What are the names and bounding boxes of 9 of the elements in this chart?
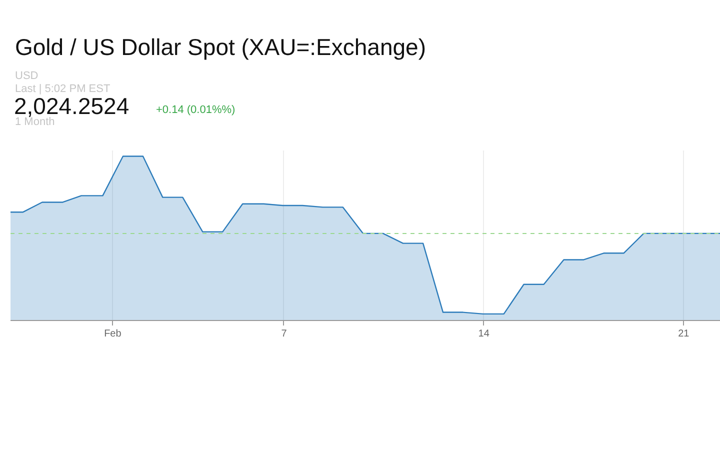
x-tick-label: 14: [478, 328, 490, 340]
text: Last | 5:02 PM EST: [15, 83, 110, 95]
x-tick-label: Feb: [104, 328, 122, 340]
text: USD: [15, 70, 38, 82]
x-tick-label: 21: [678, 328, 690, 340]
chart-title: Gold / US Dollar Spot (XAU=:Exchange): [15, 34, 426, 60]
x-tick-label: 7: [281, 328, 288, 340]
text: 1 Month: [15, 116, 55, 128]
text: +0.14 (0.01%%): [156, 104, 236, 116]
